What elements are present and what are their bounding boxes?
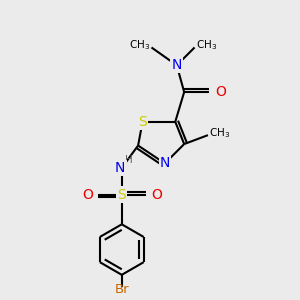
Text: CH$_3$: CH$_3$ <box>209 126 231 140</box>
Text: O: O <box>151 188 162 202</box>
Text: CH$_3$: CH$_3$ <box>196 38 217 52</box>
Text: N: N <box>115 161 125 175</box>
Text: Br: Br <box>115 283 129 296</box>
Text: H: H <box>125 155 133 165</box>
Text: S: S <box>117 188 126 202</box>
Text: CH$_3$: CH$_3$ <box>129 38 150 52</box>
Text: N: N <box>160 156 170 170</box>
Text: O: O <box>215 85 226 99</box>
Text: N: N <box>172 58 182 72</box>
Text: O: O <box>82 188 93 202</box>
Text: S: S <box>138 115 147 129</box>
